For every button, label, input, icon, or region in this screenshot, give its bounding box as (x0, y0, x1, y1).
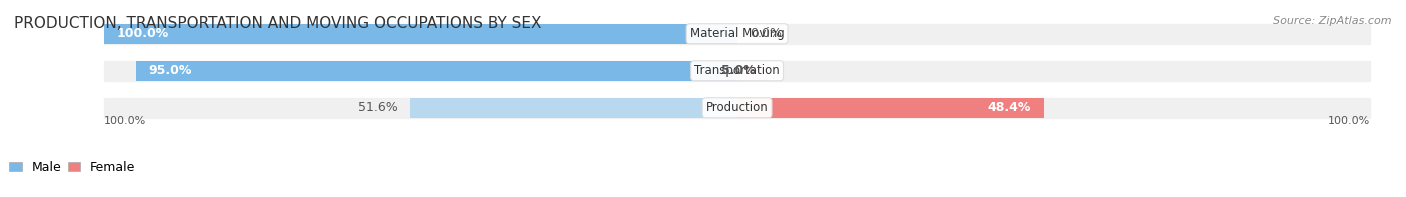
Text: Production: Production (706, 101, 769, 114)
Text: Source: ZipAtlas.com: Source: ZipAtlas.com (1274, 16, 1392, 26)
Bar (737, 98, 1043, 118)
Text: Material Moving: Material Moving (690, 27, 785, 40)
Text: 100.0%: 100.0% (117, 27, 169, 40)
Bar (135, 61, 737, 81)
Text: 95.0%: 95.0% (148, 64, 191, 77)
Bar (104, 24, 737, 44)
Text: 51.6%: 51.6% (359, 101, 398, 114)
Legend: Male, Female: Male, Female (4, 156, 141, 179)
Bar (104, 24, 737, 44)
Text: 5.0%: 5.0% (721, 64, 756, 77)
Bar (737, 61, 1371, 81)
Bar (104, 61, 737, 81)
Text: Transportation: Transportation (695, 64, 780, 77)
Text: PRODUCTION, TRANSPORTATION AND MOVING OCCUPATIONS BY SEX: PRODUCTION, TRANSPORTATION AND MOVING OC… (14, 16, 541, 31)
Bar (737, 24, 1371, 44)
Bar (737, 98, 1371, 118)
Bar (104, 98, 737, 118)
Text: 48.4%: 48.4% (987, 101, 1031, 114)
Bar (411, 98, 737, 118)
Text: 100.0%: 100.0% (1327, 115, 1371, 125)
Bar (737, 61, 769, 81)
Text: 100.0%: 100.0% (104, 115, 146, 125)
Text: 0.0%: 0.0% (749, 27, 782, 40)
